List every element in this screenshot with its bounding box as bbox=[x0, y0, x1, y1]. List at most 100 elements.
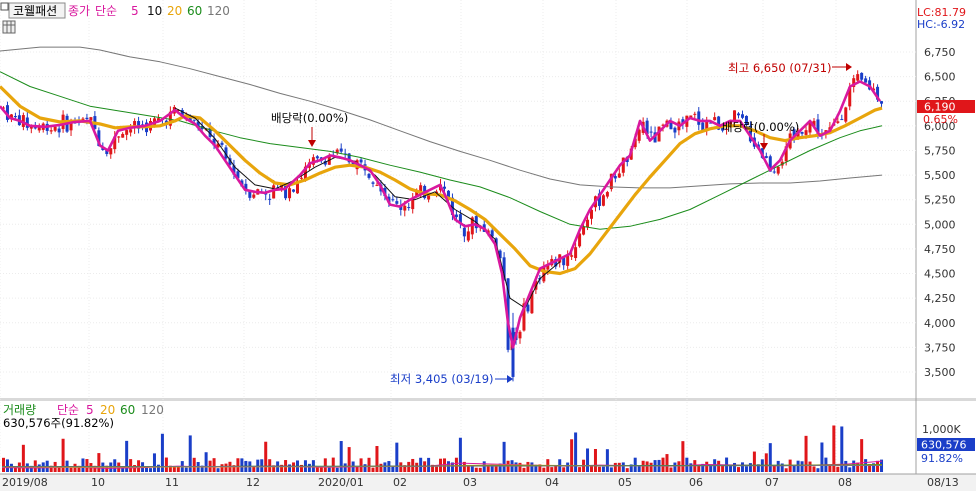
volume-bar bbox=[740, 462, 744, 472]
volume-legend: 거래량 단순 5 20 60 120 630,576주(91.82%) 1,00… bbox=[3, 403, 975, 465]
volume-bar bbox=[709, 465, 713, 472]
candle-body bbox=[415, 191, 419, 197]
candle bbox=[776, 165, 780, 176]
volume-bar bbox=[375, 446, 379, 472]
volume-ma-120: 120 bbox=[141, 403, 164, 417]
volume-bar bbox=[812, 466, 816, 472]
candle-body bbox=[268, 198, 272, 200]
candle bbox=[518, 330, 522, 344]
candle-body bbox=[586, 219, 590, 228]
volume-bar bbox=[13, 466, 17, 472]
candle-body bbox=[518, 331, 522, 339]
volume-bar bbox=[601, 466, 605, 472]
volume-bar bbox=[152, 453, 156, 472]
x-axis-ticks: 2019/08 10 11 12 2020/01 02 03 04 05 06 07 08 08/13 bbox=[2, 476, 959, 489]
volume-bar bbox=[411, 458, 415, 472]
x-tick-label: 08/13 bbox=[927, 476, 959, 489]
volume-bar bbox=[5, 459, 9, 472]
candle-body bbox=[848, 87, 852, 107]
candle-body bbox=[168, 111, 172, 126]
volume-bar bbox=[470, 465, 474, 472]
candle-body bbox=[502, 257, 506, 280]
candle-body bbox=[784, 146, 788, 162]
candle bbox=[244, 179, 248, 195]
volume-bar bbox=[490, 464, 494, 472]
volume-bar bbox=[383, 462, 387, 472]
candle bbox=[121, 132, 125, 138]
candle-body bbox=[292, 189, 296, 192]
stock-name-box[interactable] bbox=[8, 2, 66, 19]
volume-bar bbox=[443, 458, 446, 472]
candle-body bbox=[371, 182, 375, 184]
candle-body bbox=[737, 113, 740, 116]
candle bbox=[713, 112, 717, 121]
candle-body bbox=[403, 205, 407, 211]
volume-bar bbox=[2, 457, 5, 472]
volume-bar bbox=[395, 442, 399, 472]
volume-bar bbox=[800, 461, 804, 472]
candle-body bbox=[180, 109, 184, 116]
volume-bar bbox=[689, 463, 693, 472]
ma-period-10: 10 bbox=[147, 4, 162, 18]
candle-body bbox=[792, 129, 796, 139]
candle-body bbox=[522, 303, 526, 331]
current-price-text: 6,190 bbox=[924, 101, 956, 114]
candle-body bbox=[534, 280, 538, 290]
candle-body bbox=[359, 159, 363, 163]
candle-body bbox=[554, 259, 558, 267]
volume-bar bbox=[502, 441, 506, 472]
expand-icon[interactable] bbox=[0, 2, 9, 11]
candle bbox=[673, 126, 677, 139]
volume-bar bbox=[590, 466, 593, 472]
volume-bar bbox=[518, 462, 522, 472]
volume-bar bbox=[804, 435, 808, 472]
candle-body bbox=[776, 166, 780, 174]
volume-bar bbox=[125, 440, 129, 472]
volume-bar bbox=[748, 463, 752, 472]
stock-name[interactable]: 코웰패션 bbox=[13, 4, 57, 18]
candle-body bbox=[196, 121, 200, 128]
volume-bar bbox=[77, 465, 81, 472]
annotations: 최고 6,650 (07/31) 최저 3,405 (03/19) 배당락(0.… bbox=[271, 61, 852, 386]
volume-bar bbox=[319, 467, 323, 472]
volume-bar bbox=[784, 468, 788, 472]
candle bbox=[522, 297, 526, 332]
ma-period-20: 20 bbox=[167, 4, 182, 18]
volume-bar bbox=[625, 468, 629, 472]
volume-bar bbox=[729, 465, 733, 472]
candle bbox=[443, 181, 446, 192]
volume-bar bbox=[315, 466, 319, 472]
volume-bar bbox=[307, 463, 311, 472]
volume-bar bbox=[164, 457, 168, 472]
candle-body bbox=[458, 214, 462, 225]
candle-body bbox=[2, 107, 5, 109]
volume-axis-tick: 1,000K bbox=[922, 423, 961, 436]
volume-bar bbox=[550, 467, 554, 472]
candle-body bbox=[621, 157, 625, 173]
volume-bar bbox=[621, 462, 625, 472]
candle-body bbox=[427, 194, 431, 200]
candle-body bbox=[804, 130, 808, 135]
volume-bar bbox=[379, 463, 383, 472]
table-icon[interactable] bbox=[2, 20, 16, 34]
volume-bar bbox=[268, 459, 272, 472]
candle-body bbox=[800, 131, 804, 134]
price-tick-label: 5,000 bbox=[924, 218, 956, 231]
candle-body bbox=[224, 147, 228, 159]
ma-line-5 bbox=[0, 80, 882, 349]
volume-bar bbox=[860, 439, 864, 472]
volume-bar bbox=[435, 466, 439, 472]
candle-body bbox=[709, 122, 713, 124]
candle-body bbox=[605, 192, 609, 197]
volume-bar bbox=[371, 467, 375, 472]
volume-bar bbox=[129, 459, 133, 472]
volume-bar bbox=[172, 466, 176, 472]
volume-bar bbox=[534, 464, 538, 472]
candle-body bbox=[864, 78, 868, 83]
candle-body bbox=[582, 226, 586, 235]
volume-bar bbox=[363, 464, 367, 472]
candle-body bbox=[125, 130, 129, 135]
x-tick-label: 02 bbox=[393, 476, 407, 489]
high-arrow-head bbox=[846, 63, 852, 71]
